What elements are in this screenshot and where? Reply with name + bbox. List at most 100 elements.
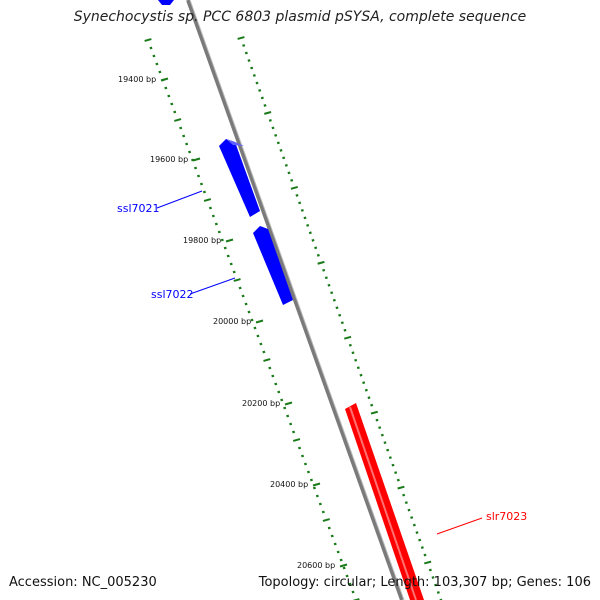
tick-label: 20000 bp: [213, 317, 251, 326]
outer-tick-mark: [274, 134, 278, 137]
gene-label-ssl7021[interactable]: ssl7021: [117, 202, 160, 215]
outer-tick-mark: [391, 463, 395, 467]
inner-tick-mark: [174, 118, 182, 122]
outer-tick-mark: [287, 171, 291, 175]
outer-tick-mark: [424, 560, 432, 565]
inner-tick-mark: [309, 478, 313, 482]
inner-tick-mark: [327, 526, 331, 530]
inner-tick-mark: [233, 278, 241, 282]
major-tick-mark: [284, 401, 293, 406]
inner-tick-mark: [259, 342, 263, 346]
plasmid-backbone: [186, 0, 404, 600]
gene-leader-line: [189, 277, 236, 295]
outer-tick-mark: [268, 119, 272, 122]
outer-tick-mark: [276, 141, 280, 145]
outer-tick-mark: [354, 358, 358, 362]
inner-tick-mark: [170, 102, 174, 106]
outer-tick-mark: [380, 433, 384, 437]
inner-tick-mark: [301, 454, 305, 458]
outer-tick-mark: [431, 576, 435, 579]
outer-tick-mark: [394, 471, 398, 475]
inner-tick-mark: [292, 438, 301, 442]
inner-tick-mark: [158, 70, 162, 74]
major-tick-mark: [160, 77, 169, 82]
outer-tick-mark: [378, 426, 382, 430]
inner-tick-mark: [182, 134, 186, 138]
inner-tick-mark: [298, 446, 302, 450]
outer-tick-mark: [250, 66, 254, 70]
inner-tick-mark: [292, 430, 296, 434]
outer-tick-mark: [410, 516, 414, 519]
tick-label: 19400 bp: [118, 75, 156, 84]
inner-tick-mark: [232, 270, 236, 274]
map-title: Synechocystis sp. PCC 6803 plasmid pSYSA…: [73, 9, 527, 25]
outer-tick-mark: [340, 321, 344, 325]
inner-tick-mark: [152, 54, 156, 58]
inner-tick-mark: [351, 590, 355, 594]
gene-arrow-partial[interactable]: [158, 0, 174, 5]
gene-label-slr7023[interactable]: slr7023: [486, 510, 527, 523]
inner-tick-mark: [277, 390, 281, 394]
inner-tick-mark: [253, 326, 257, 330]
inner-tick-mark: [155, 62, 159, 66]
inner-tick-mark: [188, 150, 192, 154]
outer-tick-mark: [290, 185, 298, 190]
outer-tick-mark: [279, 149, 283, 152]
outer-tick-mark: [415, 531, 419, 534]
gene-label-layer: ssl7021 ssl7022 slr7023: [117, 190, 527, 535]
outer-tick-track: [237, 36, 443, 600]
inner-tick-mark: [263, 358, 271, 362]
inner-tick-mark: [244, 302, 248, 306]
inner-tick-mark: [352, 598, 360, 600]
inner-tick-mark: [226, 254, 230, 258]
inner-tick-mark: [149, 46, 153, 50]
outer-tick-mark: [284, 163, 288, 167]
inner-tick-mark: [247, 310, 251, 314]
gene-label-ssl7022[interactable]: ssl7022: [151, 288, 194, 301]
outer-tick-mark: [370, 403, 374, 407]
outer-tick-mark: [351, 351, 355, 355]
outer-tick-mark: [404, 501, 408, 504]
major-tick-mark: [255, 319, 264, 324]
gene-arrow-ssl7021[interactable]: [219, 139, 260, 217]
outer-tick-mark: [242, 44, 246, 47]
outer-tick-mark: [396, 478, 400, 482]
inner-tick-mark: [312, 486, 316, 490]
inner-tick-mark: [167, 94, 171, 98]
major-tick-mark: [312, 482, 321, 487]
outer-tick-mark: [244, 51, 248, 55]
outer-tick-mark: [264, 111, 272, 115]
outer-tick-mark: [436, 591, 440, 594]
inner-tick-mark: [211, 214, 215, 218]
outer-tick-mark: [420, 546, 424, 549]
gene-leader-line: [156, 190, 203, 209]
outer-tick-mark: [335, 306, 339, 310]
outer-tick-mark: [314, 246, 318, 250]
outer-tick-mark: [260, 96, 264, 100]
outer-tick-mark: [306, 223, 310, 227]
inner-tick-mark: [348, 582, 352, 586]
inner-tick-mark: [322, 518, 330, 522]
inner-tick-mark: [199, 182, 203, 186]
outer-tick-mark: [388, 456, 392, 460]
inner-tick-mark: [336, 550, 340, 554]
outer-tick-mark: [324, 276, 328, 280]
outer-tick-mark: [263, 104, 267, 107]
inner-tick-mark: [321, 510, 325, 514]
inner-tick-mark: [197, 174, 201, 178]
inner-tick-mark: [339, 558, 343, 562]
gene-arrow-ssl7022[interactable]: [253, 226, 293, 305]
inner-tick-mark: [342, 566, 346, 570]
outer-tick-mark: [247, 59, 251, 62]
gene-arrow-slr7023[interactable]: [345, 403, 424, 600]
inner-tick-mark: [217, 230, 221, 234]
inner-tick-mark: [333, 542, 337, 546]
outer-tick-mark: [316, 253, 320, 257]
outer-tick-mark: [252, 74, 256, 77]
inner-tick-mark: [306, 470, 310, 474]
inner-tick-mark: [262, 350, 266, 354]
tick-label: 19600 bp: [150, 155, 188, 164]
inner-tick-mark: [185, 142, 189, 146]
inner-tick-mark: [229, 262, 233, 266]
